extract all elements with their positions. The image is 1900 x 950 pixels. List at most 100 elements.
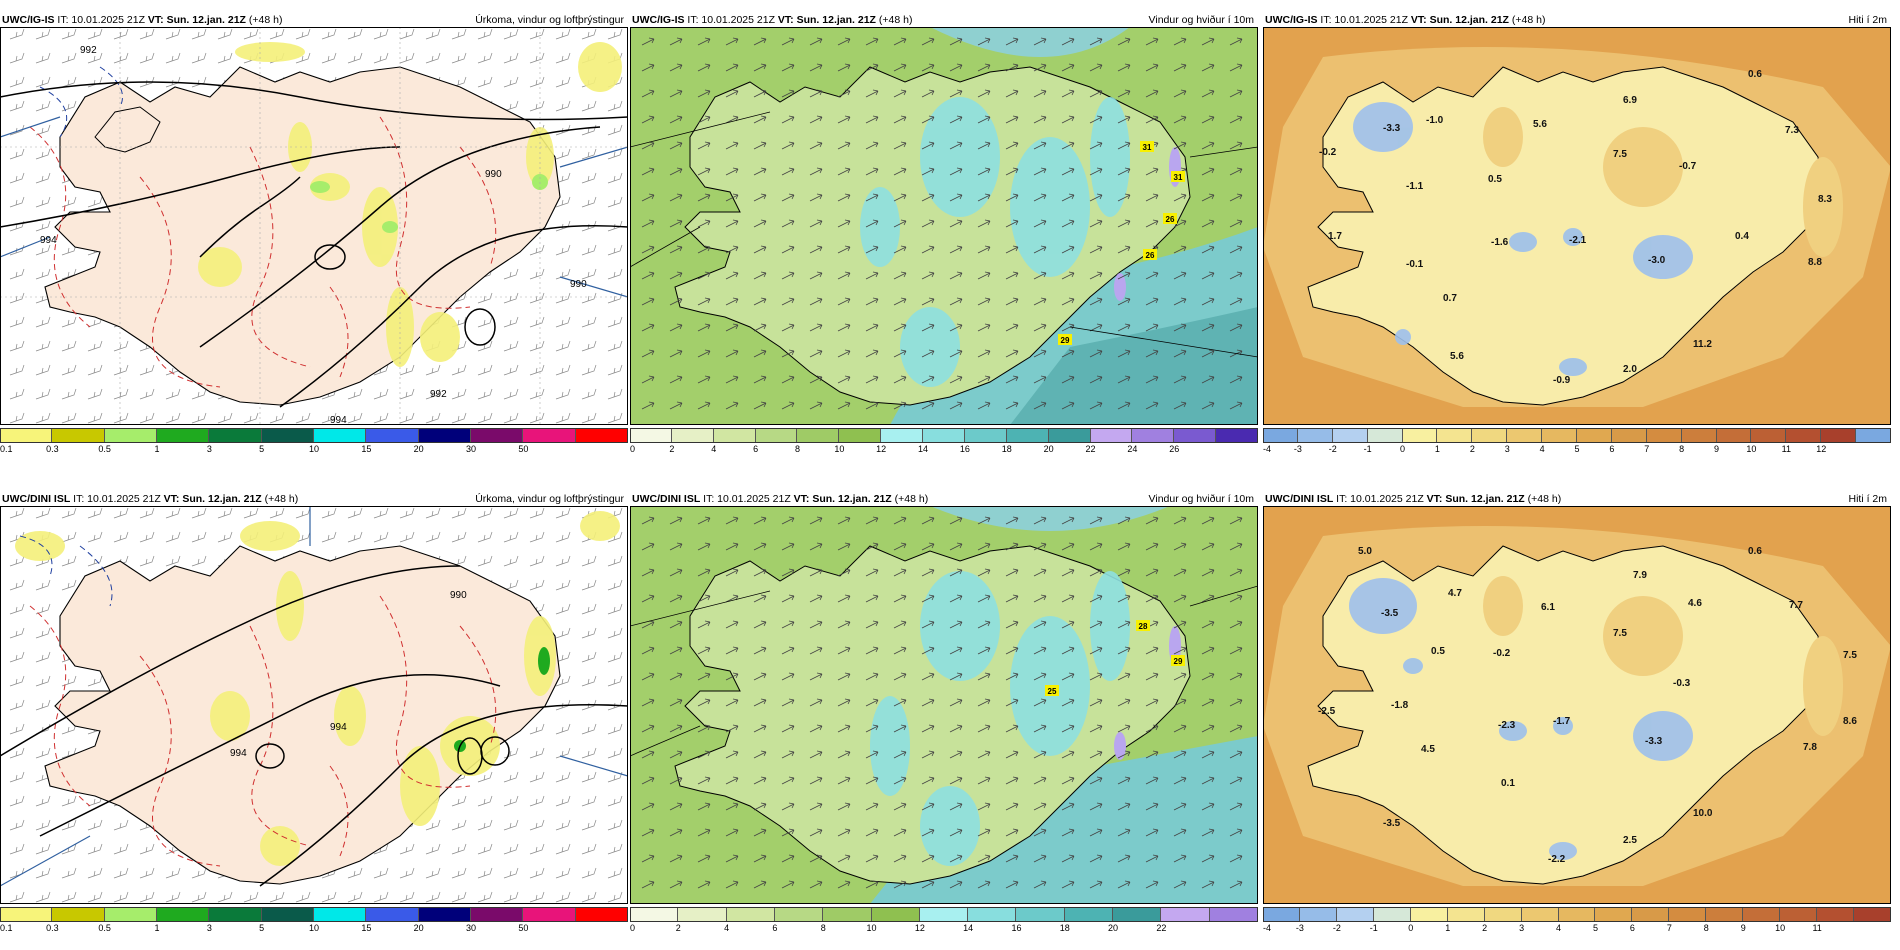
wind-arrow	[697, 516, 711, 525]
wind-arrow	[753, 271, 767, 280]
wind-barb	[87, 28, 103, 40]
wind-arrow	[1033, 297, 1047, 306]
wind-arrow	[725, 37, 739, 46]
wind-barb	[477, 52, 493, 64]
wind-arrow	[837, 375, 851, 384]
wind-arrow	[697, 37, 711, 46]
isobar-label: 992	[430, 389, 447, 400]
wind-arrow	[697, 542, 711, 551]
wind-map[interactable]: 31 31 26 26 29	[630, 27, 1258, 425]
model-name: UWC/DINI ISL	[2, 493, 71, 505]
wind-arrow	[697, 620, 711, 629]
wind-arrow	[669, 323, 683, 332]
wind-arrow	[669, 297, 683, 306]
wind-arrow	[697, 349, 711, 358]
wind-barb	[503, 771, 519, 783]
svg-text:0.1: 0.1	[1501, 778, 1515, 789]
wind-barb	[503, 364, 519, 376]
svg-text:-3.3: -3.3	[1383, 123, 1401, 134]
wind-arrow	[725, 568, 739, 577]
wind-barb	[503, 507, 519, 519]
wind-barb	[529, 388, 545, 400]
wind-arrow	[893, 323, 907, 332]
wind-arrow	[1201, 802, 1215, 811]
wind-arrow	[1061, 880, 1075, 889]
colorbar-tick-label: 1	[154, 444, 160, 454]
wind-arrow	[1173, 802, 1187, 811]
wind-arrow	[1145, 375, 1159, 384]
panel-header: UWC/IG-IS IT: 10.01.2025 21Z VT: Sun. 12…	[2, 14, 624, 26]
wind-arrow	[641, 245, 655, 254]
wind-arrow	[1033, 828, 1047, 837]
wind-barb	[503, 316, 519, 328]
wind-barb	[529, 795, 545, 807]
wind-arrow	[893, 880, 907, 889]
wind-arrow	[1117, 802, 1131, 811]
wind-arrow	[781, 245, 795, 254]
wind-barb	[529, 76, 545, 88]
wind-arrow	[1173, 89, 1187, 98]
wind-barb	[61, 675, 77, 687]
wind-barb	[581, 340, 597, 352]
wind-barb	[217, 28, 233, 40]
wind-arrow	[921, 271, 935, 280]
lead-time: (+48 h)	[248, 14, 283, 26]
wind-arrow	[1117, 854, 1131, 863]
colorbar-tick-label: -1	[1363, 444, 1372, 454]
wind-arrow	[893, 776, 907, 785]
wind-arrow	[1061, 271, 1075, 280]
wind-arrow	[1229, 323, 1243, 332]
wind-arrow	[1229, 37, 1243, 46]
wind-arrow	[1117, 89, 1131, 98]
colorbar-swatch	[1521, 907, 1559, 922]
wind-barb	[425, 52, 441, 64]
precip-map[interactable]: 992 990 994 990 992 994	[0, 27, 628, 425]
colorbar-swatch	[209, 428, 262, 443]
colorbar-tick-label: 12	[876, 444, 887, 454]
wind-arrow	[837, 646, 851, 655]
gust-badges: 31 31 26 26 29	[1058, 141, 1185, 345]
wind-arrow	[669, 271, 683, 280]
colorbar-tick-label: 22	[1085, 444, 1096, 454]
colorbar-swatch	[1373, 907, 1411, 922]
wind-arrow	[977, 89, 991, 98]
wind-barb	[61, 531, 77, 543]
wind-arrow	[977, 646, 991, 655]
wind-arrow	[1173, 542, 1187, 551]
wind-arrow	[1005, 245, 1019, 254]
wind-barb	[555, 292, 571, 304]
precip-map[interactable]: 990 994 994	[0, 506, 628, 904]
wind-arrow	[921, 542, 935, 551]
wind-arrow	[977, 776, 991, 785]
wind-arrow	[1033, 245, 1047, 254]
wind-arrow	[1033, 542, 1047, 551]
wind-arrow	[641, 594, 655, 603]
wind-arrow	[641, 401, 655, 410]
panel-temp-dini: UWC/DINI ISL IT: 10.01.2025 21Z VT: Sun.…	[1263, 490, 1891, 940]
colorbar-tick-label: 20	[1043, 444, 1054, 454]
wind-arrow	[725, 672, 739, 681]
wind-arrow	[781, 141, 795, 150]
wind-barb	[451, 843, 467, 855]
wind-arrow	[1201, 646, 1215, 655]
wind-arrow	[921, 672, 935, 681]
colorbar-swatch	[52, 907, 105, 922]
wind-arrow	[1145, 271, 1159, 280]
wind-barb	[9, 52, 25, 64]
wind-arrow	[697, 828, 711, 837]
colorbar-tick-label: -3	[1293, 444, 1302, 454]
temp-map[interactable]: 0.6 -3.3 -1.0 5.6 6.9 7.3 -0.2 0.5 7.5 -…	[1263, 27, 1891, 425]
wind-barb	[555, 603, 571, 615]
wind-barb	[9, 651, 25, 663]
wind-arrow	[1005, 375, 1019, 384]
wind-arrow	[977, 167, 991, 176]
wind-arrow	[949, 271, 963, 280]
temp-map[interactable]: 5.0 0.6 7.9 4.7 6.1 4.6 7.7 -3.5 7.5 0.5…	[1263, 506, 1891, 904]
init-time: IT: 10.01.2025 21Z	[73, 493, 161, 505]
wind-arrow	[1117, 828, 1131, 837]
wind-barb	[35, 388, 51, 400]
colorbar-tick-label: 0	[1400, 444, 1406, 454]
panel-title: Hiti í 2m	[1848, 493, 1887, 505]
wind-barb	[9, 747, 25, 759]
wind-map[interactable]: 28 29 25	[630, 506, 1258, 904]
